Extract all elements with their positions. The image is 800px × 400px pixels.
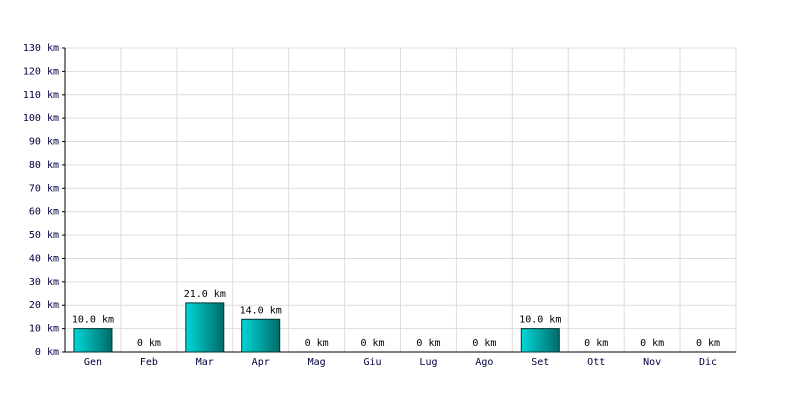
value-label: 21.0 km (184, 289, 226, 300)
y-tick-label: 70 km (29, 183, 59, 194)
bar (185, 302, 225, 353)
x-tick-label: Mar (196, 357, 214, 368)
value-label: 14.0 km (240, 305, 282, 316)
y-tick-label: 20 km (29, 300, 59, 311)
value-label: 10.0 km (519, 315, 561, 326)
x-tick-label: Mag (308, 357, 326, 368)
value-label: 0 km (472, 338, 496, 349)
value-label: 0 km (696, 338, 720, 349)
value-label: 10.0 km (72, 315, 114, 326)
x-tick-label: Dic (699, 357, 717, 368)
y-tick-label: 90 km (29, 137, 59, 148)
value-label: 0 km (360, 338, 384, 349)
y-tick-label: 120 km (23, 66, 59, 77)
x-tick-label: Ott (587, 357, 605, 368)
y-tick-label: 40 km (29, 253, 59, 264)
y-tick-label: 0 km (35, 347, 59, 358)
y-tick-label: 130 km (23, 43, 59, 54)
bar (73, 328, 113, 353)
x-tick-label: Apr (252, 357, 270, 368)
value-label: 0 km (137, 338, 161, 349)
value-label: 0 km (416, 338, 440, 349)
y-tick-label: 50 km (29, 230, 59, 241)
y-tick-label: 100 km (23, 113, 59, 124)
value-label: 0 km (640, 338, 664, 349)
y-tick-label: 60 km (29, 207, 59, 218)
x-tick-label: Lug (419, 357, 437, 368)
x-tick-label: Nov (643, 357, 661, 368)
x-tick-label: Ago (475, 357, 493, 368)
x-tick-label: Giu (364, 357, 382, 368)
x-tick-label: Feb (140, 357, 158, 368)
x-tick-label: Set (531, 357, 549, 368)
y-tick-label: 110 km (23, 90, 59, 101)
value-label: 0 km (305, 338, 329, 349)
y-tick-label: 80 km (29, 160, 59, 171)
x-tick-label: Gen (84, 357, 102, 368)
bar (520, 328, 560, 353)
y-tick-label: 10 km (29, 324, 59, 335)
bar (241, 318, 281, 353)
value-label: 0 km (584, 338, 608, 349)
y-tick-label: 30 km (29, 277, 59, 288)
